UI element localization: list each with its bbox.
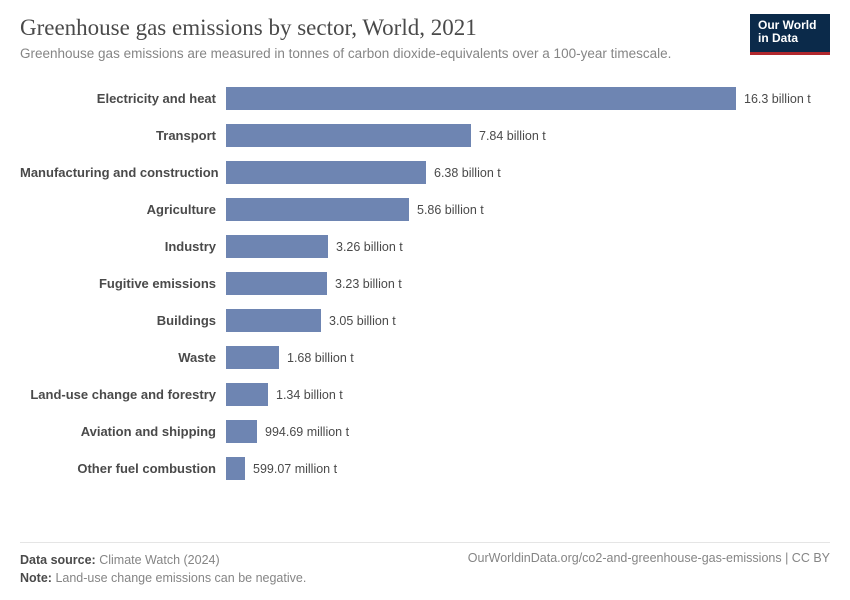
bar-value-label: 7.84 billion t [471, 129, 546, 143]
bar-category-label: Waste [20, 350, 226, 365]
bar-value-label: 1.34 billion t [268, 388, 343, 402]
bar [226, 457, 245, 480]
bar [226, 309, 321, 332]
bar-wrap: 3.05 billion t [226, 302, 830, 339]
bar-category-label: Buildings [20, 313, 226, 328]
owid-logo-badge: Our World in Data [750, 14, 830, 55]
chart-header: Our World in Data Greenhouse gas emissio… [20, 14, 830, 62]
bar-wrap: 7.84 billion t [226, 117, 830, 154]
bar-category-label: Aviation and shipping [20, 424, 226, 439]
bar-row: Electricity and heat 16.3 billion t [20, 80, 830, 117]
owid-logo-line1: Our World [758, 19, 822, 32]
bar-wrap: 5.86 billion t [226, 191, 830, 228]
bar-category-label: Electricity and heat [20, 91, 226, 106]
data-source-value: Climate Watch (2024) [99, 553, 219, 567]
data-source-label: Data source: [20, 553, 96, 567]
bar-category-label: Land-use change and forestry [20, 387, 226, 402]
bar-wrap: 3.23 billion t [226, 265, 830, 302]
bar-wrap: 994.69 million t [226, 413, 830, 450]
bar [226, 87, 736, 110]
bar [226, 161, 426, 184]
bar-category-label: Other fuel combustion [20, 461, 226, 476]
bar-wrap: 599.07 million t [226, 450, 830, 487]
chart-footer: Data source: Climate Watch (2024) Note: … [20, 542, 830, 589]
bar-row: Fugitive emissions 3.23 billion t [20, 265, 830, 302]
bar [226, 235, 328, 258]
note-label: Note: [20, 571, 52, 585]
bar-row: Manufacturing and construction 6.38 billi… [20, 154, 830, 191]
bar [226, 420, 257, 443]
bar-value-label: 599.07 million t [245, 462, 337, 476]
bar-wrap: 16.3 billion t [226, 80, 830, 117]
bar [226, 198, 409, 221]
chart-title: Greenhouse gas emissions by sector, Worl… [20, 14, 830, 42]
bar-row: Land-use change and forestry 1.34 billion… [20, 376, 830, 413]
bar-chart-area: Electricity and heat 16.3 billion t Transp… [20, 80, 830, 533]
bar-row: Industry 3.26 billion t [20, 228, 830, 265]
bar-wrap: 3.26 billion t [226, 228, 830, 265]
bar-wrap: 1.68 billion t [226, 339, 830, 376]
data-source-line: Data source: Climate Watch (2024) [20, 551, 306, 570]
footer-left: Data source: Climate Watch (2024) Note: … [20, 551, 306, 589]
note-line: Note: Land-use change emissions can be n… [20, 569, 306, 588]
bar-value-label: 5.86 billion t [409, 203, 484, 217]
owid-logo-line2: in Data [758, 32, 822, 45]
bar-category-label: Fugitive emissions [20, 276, 226, 291]
bar-value-label: 3.26 billion t [328, 240, 403, 254]
bar [226, 346, 279, 369]
bar-row: Other fuel combustion 599.07 million t [20, 450, 830, 487]
bar-value-label: 3.23 billion t [327, 277, 402, 291]
bar-row: Buildings 3.05 billion t [20, 302, 830, 339]
bar-row: Waste 1.68 billion t [20, 339, 830, 376]
bar-category-label: Industry [20, 239, 226, 254]
bar-category-label: Agriculture [20, 202, 226, 217]
bar-wrap: 6.38 billion t [226, 154, 830, 191]
bar-value-label: 3.05 billion t [321, 314, 396, 328]
bar [226, 124, 471, 147]
bar-row: Aviation and shipping 994.69 million t [20, 413, 830, 450]
bar-value-label: 16.3 billion t [736, 92, 811, 106]
bar-category-label: Transport [20, 128, 226, 143]
bar-wrap: 1.34 billion t [226, 376, 830, 413]
bar-value-label: 6.38 billion t [426, 166, 501, 180]
chart-page: Our World in Data Greenhouse gas emissio… [0, 0, 850, 600]
bar-value-label: 994.69 million t [257, 425, 349, 439]
bar-row: Transport 7.84 billion t [20, 117, 830, 154]
note-value: Land-use change emissions can be negativ… [55, 571, 306, 585]
bar-value-label: 1.68 billion t [279, 351, 354, 365]
bar [226, 383, 268, 406]
footer-attribution: OurWorldinData.org/co2-and-greenhouse-ga… [468, 551, 830, 565]
chart-subtitle: Greenhouse gas emissions are measured in… [20, 45, 830, 63]
bar-row: Agriculture 5.86 billion t [20, 191, 830, 228]
bar [226, 272, 327, 295]
bar-category-label: Manufacturing and construction [20, 165, 226, 180]
